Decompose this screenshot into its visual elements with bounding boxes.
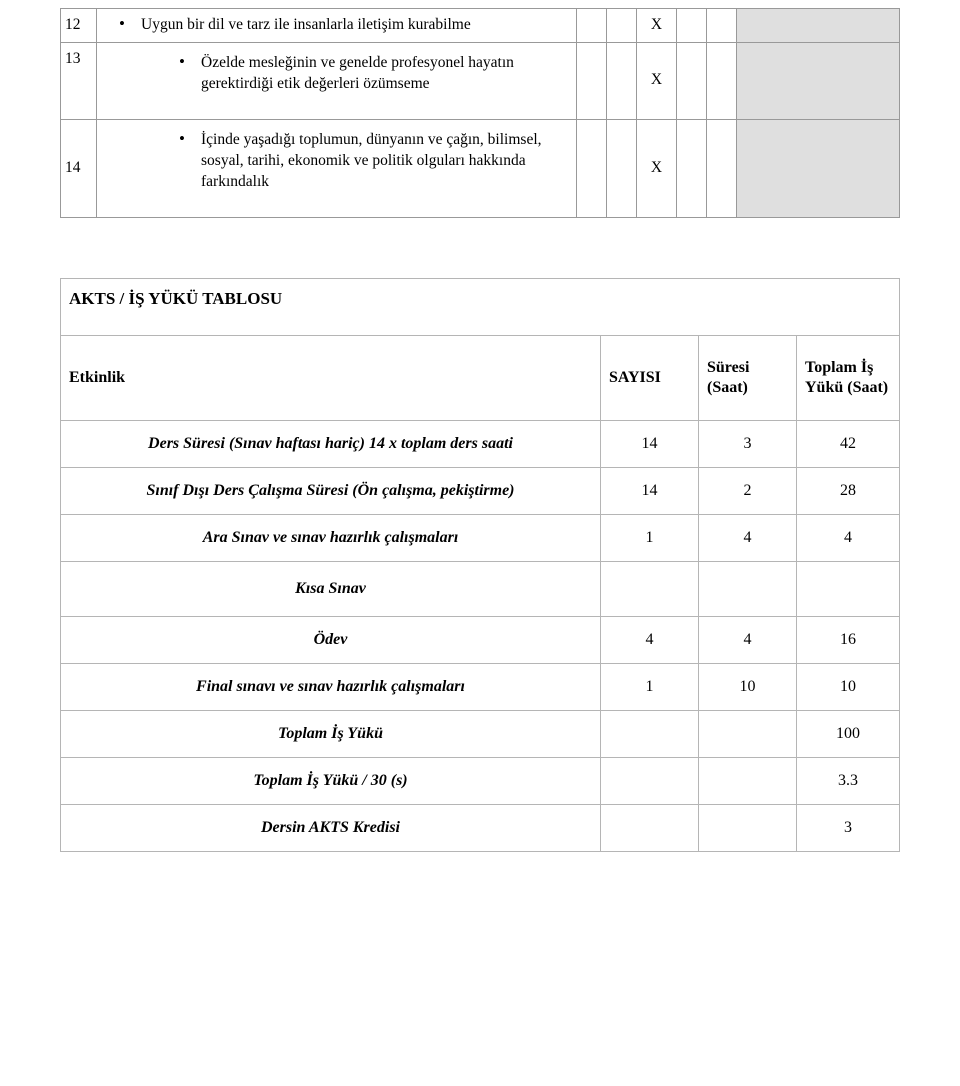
workload-row: Ödev 4 4 16 xyxy=(61,616,900,663)
header-activity: Etkinlik xyxy=(61,335,601,420)
competencies-table: 12 • Uygun bir dil ve tarz ile insanlarl… xyxy=(60,8,900,218)
workload-row: Dersin AKTS Kredisi 3 xyxy=(61,804,900,851)
competency-text: Uygun bir dil ve tarz ile insanlarla ile… xyxy=(141,15,471,36)
workload-label: Toplam İş Yükü xyxy=(61,710,601,757)
workload-row: Sınıf Dışı Ders Çalışma Süresi (Ön çalış… xyxy=(61,467,900,514)
workload-label: Final sınavı ve sınav hazırlık çalışmala… xyxy=(61,663,601,710)
competency-mark: X xyxy=(637,119,677,217)
workload-value: 10 xyxy=(699,663,797,710)
header-duration: Süresi (Saat) xyxy=(699,335,797,420)
workload-header-row: Etkinlik SAYISI Süresi (Saat) Toplam İş … xyxy=(61,335,900,420)
workload-value: 2 xyxy=(699,467,797,514)
workload-label: Dersin AKTS Kredisi xyxy=(61,804,601,851)
workload-row: Ders Süresi (Sınav haftası hariç) 14 x t… xyxy=(61,420,900,467)
workload-label: Ders Süresi (Sınav haftası hariç) 14 x t… xyxy=(61,420,601,467)
workload-value: 1 xyxy=(601,663,699,710)
workload-value xyxy=(601,561,699,616)
workload-label: Sınıf Dışı Ders Çalışma Süresi (Ön çalış… xyxy=(61,467,601,514)
bullet-icon: • xyxy=(163,130,201,149)
header-total: Toplam İş Yükü (Saat) xyxy=(797,335,900,420)
workload-value: 3.3 xyxy=(797,757,900,804)
workload-value: 1 xyxy=(601,514,699,561)
workload-label: Toplam İş Yükü / 30 (s) xyxy=(61,757,601,804)
competency-num: 12 xyxy=(61,9,97,43)
workload-value: 100 xyxy=(797,710,900,757)
header-count: SAYISI xyxy=(601,335,699,420)
workload-label: Ara Sınav ve sınav hazırlık çalışmaları xyxy=(61,514,601,561)
competency-row: 13 • Özelde mesleğinin ve genelde profes… xyxy=(61,42,900,119)
workload-value xyxy=(699,804,797,851)
workload-value: 14 xyxy=(601,467,699,514)
workload-row: Toplam İş Yükü / 30 (s) 3.3 xyxy=(61,757,900,804)
workload-row: Ara Sınav ve sınav hazırlık çalışmaları … xyxy=(61,514,900,561)
competency-mark: X xyxy=(637,42,677,119)
workload-value xyxy=(699,757,797,804)
workload-row: Toplam İş Yükü 100 xyxy=(61,710,900,757)
workload-label: Kısa Sınav xyxy=(61,561,601,616)
workload-value: 10 xyxy=(797,663,900,710)
workload-value: 3 xyxy=(797,804,900,851)
workload-row: Kısa Sınav xyxy=(61,561,900,616)
competency-num: 14 xyxy=(61,119,97,217)
workload-value: 4 xyxy=(699,616,797,663)
competency-row: 12 • Uygun bir dil ve tarz ile insanlarl… xyxy=(61,9,900,43)
competency-num: 13 xyxy=(61,42,97,119)
competency-desc: • Özelde mesleğinin ve genelde profesyon… xyxy=(97,42,577,119)
workload-value: 3 xyxy=(699,420,797,467)
competency-row: 14 • İçinde yaşadığı toplumun, dünyanın … xyxy=(61,119,900,217)
workload-value: 14 xyxy=(601,420,699,467)
workload-row: Final sınavı ve sınav hazırlık çalışmala… xyxy=(61,663,900,710)
workload-value: 4 xyxy=(699,514,797,561)
bullet-icon: • xyxy=(103,15,141,34)
workload-value: 4 xyxy=(797,514,900,561)
competency-text: Özelde mesleğinin ve genelde profesyonel… xyxy=(201,53,568,95)
workload-value xyxy=(601,757,699,804)
workload-label: Ödev xyxy=(61,616,601,663)
workload-value xyxy=(601,710,699,757)
workload-value xyxy=(601,804,699,851)
workload-value: 4 xyxy=(601,616,699,663)
workload-value xyxy=(699,561,797,616)
workload-value: 42 xyxy=(797,420,900,467)
workload-value xyxy=(699,710,797,757)
bullet-icon: • xyxy=(163,53,201,72)
competency-mark: X xyxy=(637,9,677,43)
workload-table: Etkinlik SAYISI Süresi (Saat) Toplam İş … xyxy=(60,335,900,852)
competency-desc: • Uygun bir dil ve tarz ile insanlarla i… xyxy=(97,9,577,43)
competency-text: İçinde yaşadığı toplumun, dünyanın ve ça… xyxy=(201,130,568,193)
workload-title: AKTS / İŞ YÜKÜ TABLOSU xyxy=(60,278,900,335)
workload-value xyxy=(797,561,900,616)
workload-value: 16 xyxy=(797,616,900,663)
competency-desc: • İçinde yaşadığı toplumun, dünyanın ve … xyxy=(97,119,577,217)
workload-value: 28 xyxy=(797,467,900,514)
